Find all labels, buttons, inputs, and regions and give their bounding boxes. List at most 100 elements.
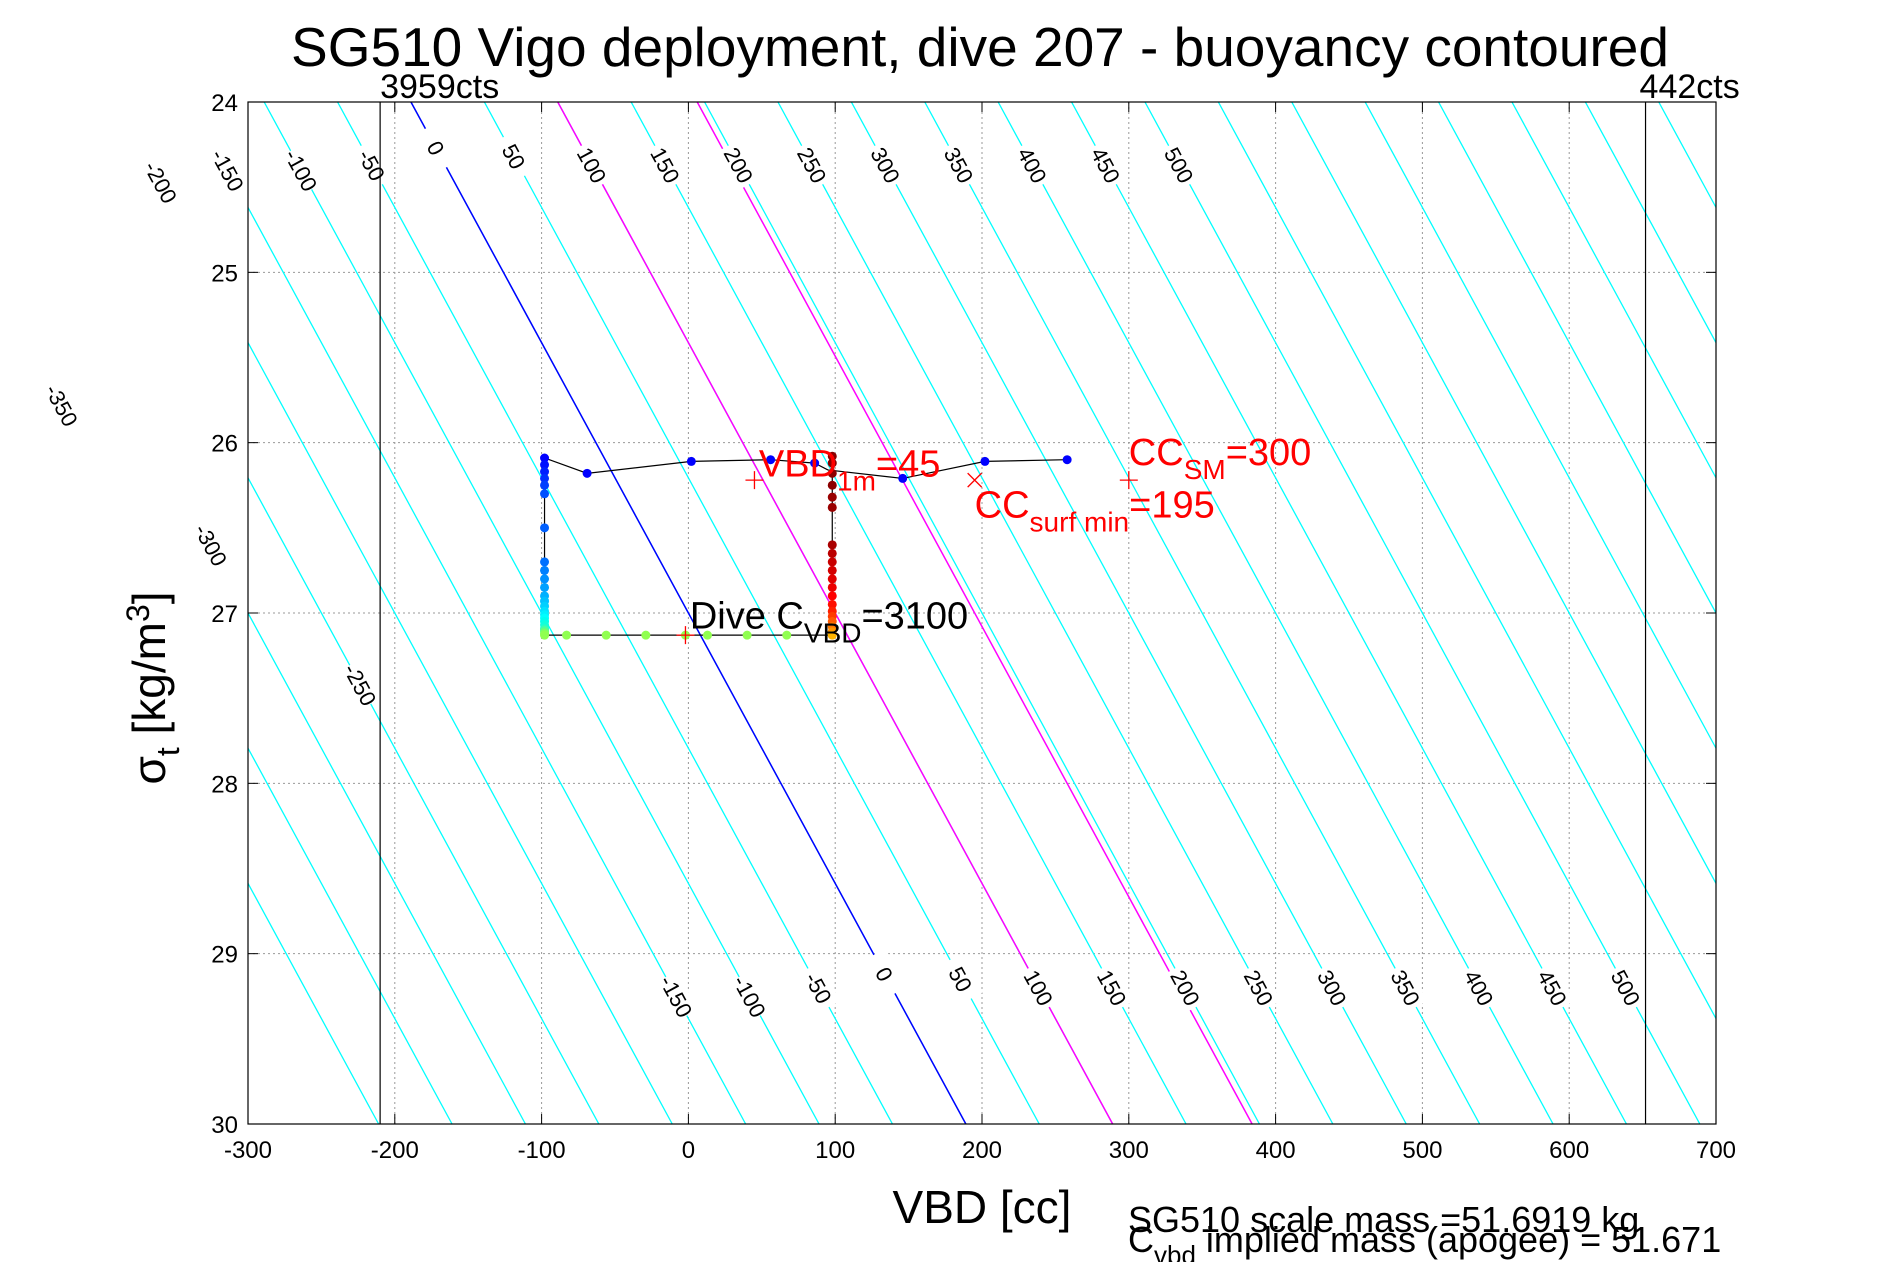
data-point	[827, 548, 837, 558]
data-point	[810, 458, 820, 468]
x-tick-label: 600	[1549, 1137, 1589, 1164]
contour-label-top-bg	[349, 139, 394, 191]
contour-line	[1217, 102, 1716, 1020]
y-tick-label: 28	[211, 771, 238, 798]
y-axis-label-close: ]	[123, 591, 175, 604]
data-point	[540, 453, 550, 463]
contour-line	[1070, 102, 1628, 1124]
contour-line	[1511, 102, 1716, 480]
data-point	[540, 473, 550, 483]
footer-implied-mass: Cvbd implied mass (apogee) = 51.671	[1128, 1219, 1721, 1262]
contour-label-top-bg	[205, 144, 250, 196]
plus-marker	[745, 471, 764, 490]
data-point	[827, 565, 837, 575]
data-point	[686, 456, 696, 466]
contour-line	[703, 102, 1261, 1124]
data-point	[540, 630, 550, 640]
annotation-main: VBD	[759, 444, 837, 486]
data-point	[827, 574, 837, 584]
contour-line-highlight	[410, 102, 967, 1124]
contour-label-top: -150	[206, 145, 249, 196]
data-point	[827, 492, 837, 502]
contour-label-bottom-bg	[1603, 962, 1648, 1014]
data-point	[540, 480, 550, 490]
contour-line	[248, 206, 747, 1124]
annotation-main: CC	[975, 485, 1030, 527]
annotation-subscript: surf min	[1030, 507, 1130, 538]
x-tick-label: 500	[1402, 1137, 1442, 1164]
data-point	[562, 630, 572, 640]
data-point	[827, 557, 837, 567]
y-axis-label-symbol: σ	[123, 756, 175, 784]
y-axis-label-superscript: 3	[120, 604, 156, 622]
plus-marker	[676, 626, 695, 645]
contour-line	[630, 102, 1187, 1124]
contour-label-bottom: -100	[728, 971, 771, 1022]
contour-label-bottom-bg	[938, 953, 983, 1005]
x-tick-label: 100	[815, 1137, 855, 1164]
annotation-subscript: 1m	[837, 466, 876, 497]
contour-label-top-bg	[279, 144, 324, 196]
x-axis-label: VBD [cc]	[893, 1181, 1072, 1233]
contour-line	[483, 102, 1040, 1124]
contour-label-top-bg	[643, 139, 688, 191]
contour-label-bottom-bg	[796, 962, 841, 1014]
annotation-subscript: VBD	[804, 617, 862, 648]
data-point	[702, 630, 712, 640]
contour-line	[997, 102, 1554, 1124]
y-axis-label-units: [kg/m	[123, 622, 175, 747]
contour-line	[1584, 102, 1716, 344]
contour-line	[1732, 102, 1891, 1124]
contour-label-bottom-bg	[1310, 962, 1355, 1014]
cross-marker	[967, 472, 983, 488]
contour-line-highlight	[696, 102, 1253, 1124]
data-point	[827, 458, 837, 468]
contour-label-top-bg	[492, 130, 536, 183]
contour-label-top-bg	[138, 156, 183, 208]
contour-label-bottom-bg	[1163, 962, 1208, 1014]
data-point	[898, 473, 908, 483]
annotation-value: =45	[876, 444, 940, 486]
plot-area: -400-350-300-250-200-150-100-50050100150…	[39, 68, 1891, 1164]
contour-line	[1144, 102, 1701, 1124]
data-point	[827, 540, 837, 550]
data-point	[540, 574, 550, 584]
contour-label-bottom-bg	[1530, 962, 1575, 1014]
contour-lines	[248, 102, 1891, 1124]
data-point	[827, 502, 837, 512]
contour-label-top-bg	[937, 139, 981, 191]
vbd-limit-label: 442cts	[1640, 68, 1740, 106]
contour-label-top-bg	[189, 519, 233, 571]
contour-label-top-bg	[1010, 139, 1055, 191]
y-tick-label: 27	[211, 601, 238, 628]
y-tick-label: 26	[211, 431, 238, 458]
data-point	[782, 630, 792, 640]
contour-label-top-bg	[1083, 139, 1128, 191]
annotation-main: CC	[1129, 432, 1184, 474]
contour-line	[248, 611, 527, 1124]
contour-line	[777, 102, 1334, 1124]
x-tick-label: 700	[1696, 1137, 1736, 1164]
x-tick-label: 0	[682, 1137, 695, 1164]
annotation-value: =3100	[861, 595, 968, 637]
contour-label-top-bg	[39, 379, 84, 431]
contour-label-top-bg	[716, 139, 761, 191]
data-point	[980, 456, 990, 466]
contour-line	[1364, 102, 1716, 750]
data-point	[827, 599, 837, 609]
data-point	[540, 467, 550, 477]
contour-label-top: -250	[338, 659, 381, 710]
annotation-value: =195	[1129, 485, 1215, 527]
footer-implied-mass-subscript: vbd	[1154, 1240, 1196, 1262]
contour-line	[248, 476, 600, 1124]
contour-label-bottom-bg	[1016, 962, 1061, 1014]
footer-implied-mass-symbol: C	[1128, 1219, 1154, 1260]
contour-label-bottom-bg	[1090, 962, 1134, 1014]
x-tick-label: -100	[518, 1137, 566, 1164]
y-tick-label: 25	[211, 260, 238, 287]
data-point	[827, 582, 837, 592]
y-tick-label: 24	[211, 90, 238, 117]
contour-label-top: -300	[189, 520, 232, 571]
footer-scale-mass: SG510 scale mass =51.6919 kg	[1128, 1199, 1639, 1240]
data-point	[540, 557, 550, 567]
